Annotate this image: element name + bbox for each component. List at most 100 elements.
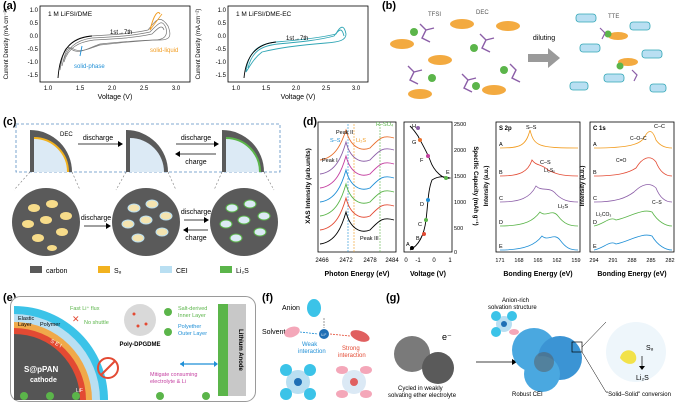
d-s2p-li2s: Li₂S xyxy=(558,204,568,210)
svg-text:F: F xyxy=(420,158,424,164)
svg-text:1.0: 1.0 xyxy=(218,8,227,14)
svg-text:2478: 2478 xyxy=(363,258,377,264)
c-dec-label: DEC xyxy=(60,132,73,138)
svg-text:0.0: 0.0 xyxy=(30,34,39,40)
a-left-yticks: 1.0 0.5 0.0 -0.5 -1.0 -1.5 xyxy=(28,8,39,79)
c-legend: carbon S₈ CEI Li₂S xyxy=(30,266,249,275)
svg-text:-1: -1 xyxy=(415,258,421,264)
b-tfsi-label: TFSI xyxy=(428,12,441,18)
f-cluster-weak xyxy=(280,364,316,400)
svg-text:Outer Layer: Outer Layer xyxy=(178,331,207,337)
d-xas-rso: R–SO₄ xyxy=(376,122,394,128)
svg-text:electrolyte & Li: electrolyte & Li xyxy=(150,379,186,385)
e-sei-label: S E I xyxy=(49,338,63,349)
d-xas-xticks: 2466 2472 2478 2484 xyxy=(315,258,399,264)
d-c1s-coo: C–O–C xyxy=(630,136,647,142)
b-left-molecules xyxy=(390,19,521,99)
panel-label-d: (d) xyxy=(303,116,318,128)
d-xas-li2s: Li₂S xyxy=(356,138,366,144)
d-c1s-li2co3: Li₂CO₃ xyxy=(596,212,611,218)
svg-text:-0.5: -0.5 xyxy=(216,47,227,53)
svg-text:solvating ether electrolyte: solvating ether electrolyte xyxy=(388,393,457,399)
panel-f-svg: Anion Solvent Li⁺ Weak interaction Stron… xyxy=(262,299,372,400)
d-xas-peak2: Peak II xyxy=(336,130,354,136)
a-right-frame xyxy=(227,5,369,83)
d-c1s-cs: C–S xyxy=(652,200,662,206)
e-cathode-label: S@pPAN xyxy=(24,365,59,374)
svg-text:1: 1 xyxy=(448,258,452,264)
e-anode xyxy=(228,304,246,396)
d-s2p-title: S 2p xyxy=(499,126,512,132)
a-left-ann-solid-phase: solid-phase xyxy=(74,64,105,70)
svg-text:1000: 1000 xyxy=(454,200,466,206)
panel-g-svg: Anion-rich solvation structure e⁻ Cycled… xyxy=(388,298,671,399)
c-charge-2: charge xyxy=(185,159,207,166)
c-charge-4: charge xyxy=(185,235,207,242)
g-anion-rich: Anion-rich xyxy=(502,298,529,304)
svg-text:2466: 2466 xyxy=(315,258,329,264)
svg-text:C: C xyxy=(418,222,422,228)
panel-d-svg: XAS Intensity (arb.units) Photon Energy … xyxy=(305,121,675,278)
svg-text:2.5: 2.5 xyxy=(140,86,149,92)
panel-b-svg: TFSI DEC TTE xyxy=(390,10,667,99)
d-c1s-rows: A B C D E xyxy=(593,142,597,250)
svg-text:-1.5: -1.5 xyxy=(28,73,39,79)
a-left-frame xyxy=(39,5,191,83)
svg-text:2484: 2484 xyxy=(385,258,399,264)
svg-text:D: D xyxy=(593,220,597,226)
a-left-ann-solid-liquid: solid-liquid xyxy=(150,48,178,54)
svg-text:0: 0 xyxy=(432,258,436,264)
svg-text:-1.0: -1.0 xyxy=(216,60,227,66)
svg-text:A: A xyxy=(499,142,503,148)
svg-text:G: G xyxy=(412,140,416,146)
b-arrow-label: diluting xyxy=(533,35,555,42)
svg-text:282: 282 xyxy=(665,258,674,264)
d-xas-curves xyxy=(319,128,395,245)
a-left-legend: 1 M LiFSI/DME xyxy=(48,11,93,18)
d-xas-ylabel: XAS Intensity (arb.units) xyxy=(305,148,312,223)
d-volt-ylabel: Specific Capacity (mAh g⁻¹) xyxy=(472,146,479,225)
d-c1s-frame xyxy=(589,121,675,253)
c-discharge-2: discharge xyxy=(181,135,211,142)
g-s8-icon xyxy=(620,350,637,364)
svg-text:-1.0: -1.0 xyxy=(28,60,39,66)
svg-text:1.5: 1.5 xyxy=(262,86,271,92)
a-right-xlabel: Voltage (V) xyxy=(281,94,316,101)
panel-f: Anion Solvent Li⁺ Weak interaction Stron… xyxy=(262,292,384,404)
svg-text:0.5: 0.5 xyxy=(30,21,39,27)
a-right-ylabel: Current Density (mA cm⁻²) xyxy=(196,9,202,80)
svg-text:B: B xyxy=(593,170,597,176)
svg-text:171: 171 xyxy=(495,258,504,264)
d-s2p-rows: A B C D E xyxy=(499,142,503,250)
d-volt-points: H G F E D C B A xyxy=(406,124,450,250)
panel-e-svg: Elastic Layer Polymer S E I S@pPAN catho… xyxy=(10,296,256,402)
svg-text:1.0: 1.0 xyxy=(232,86,241,92)
g-zoom-circle xyxy=(606,322,666,382)
g-s8-label: S₈ xyxy=(646,345,654,352)
svg-text:Layer: Layer xyxy=(18,322,32,328)
g-e-icon: e⁻ xyxy=(442,332,452,342)
e-x-icon: ✕ xyxy=(72,314,80,324)
a-left-xticks: 1.0 1.5 2.0 2.5 3.0 xyxy=(44,86,181,92)
e-mitigate-label: Mitigate consuming xyxy=(150,372,197,378)
d-c1s-cc: C–C xyxy=(654,124,665,130)
a-left-orange xyxy=(149,12,161,31)
a-right-xticks: 1.0 1.5 2.0 2.5 3.0 xyxy=(232,86,361,92)
svg-text:1500: 1500 xyxy=(454,174,466,180)
e-anode-sei xyxy=(218,304,228,396)
a-left-xlabel: Voltage (V) xyxy=(98,94,133,101)
f-strong-label: Strong xyxy=(342,346,360,352)
svg-text:3.0: 3.0 xyxy=(352,86,361,92)
f-anion-label: Anion xyxy=(282,305,300,312)
svg-text:D: D xyxy=(420,202,424,208)
d-s2p-ss: S–S xyxy=(526,125,537,131)
svg-text:C: C xyxy=(593,196,597,202)
svg-text:291: 291 xyxy=(608,258,617,264)
f-cluster-strong xyxy=(336,366,372,398)
e-no-shuttle: No shuttle xyxy=(84,320,109,326)
panel-a: Current Density (mA cm⁻²) Voltage (V) 1.… xyxy=(0,0,372,103)
svg-text:165: 165 xyxy=(533,258,542,264)
g-sphere-1 xyxy=(394,336,430,372)
panel-label-g: (g) xyxy=(386,292,401,304)
panel-label-b: (b) xyxy=(382,0,397,12)
